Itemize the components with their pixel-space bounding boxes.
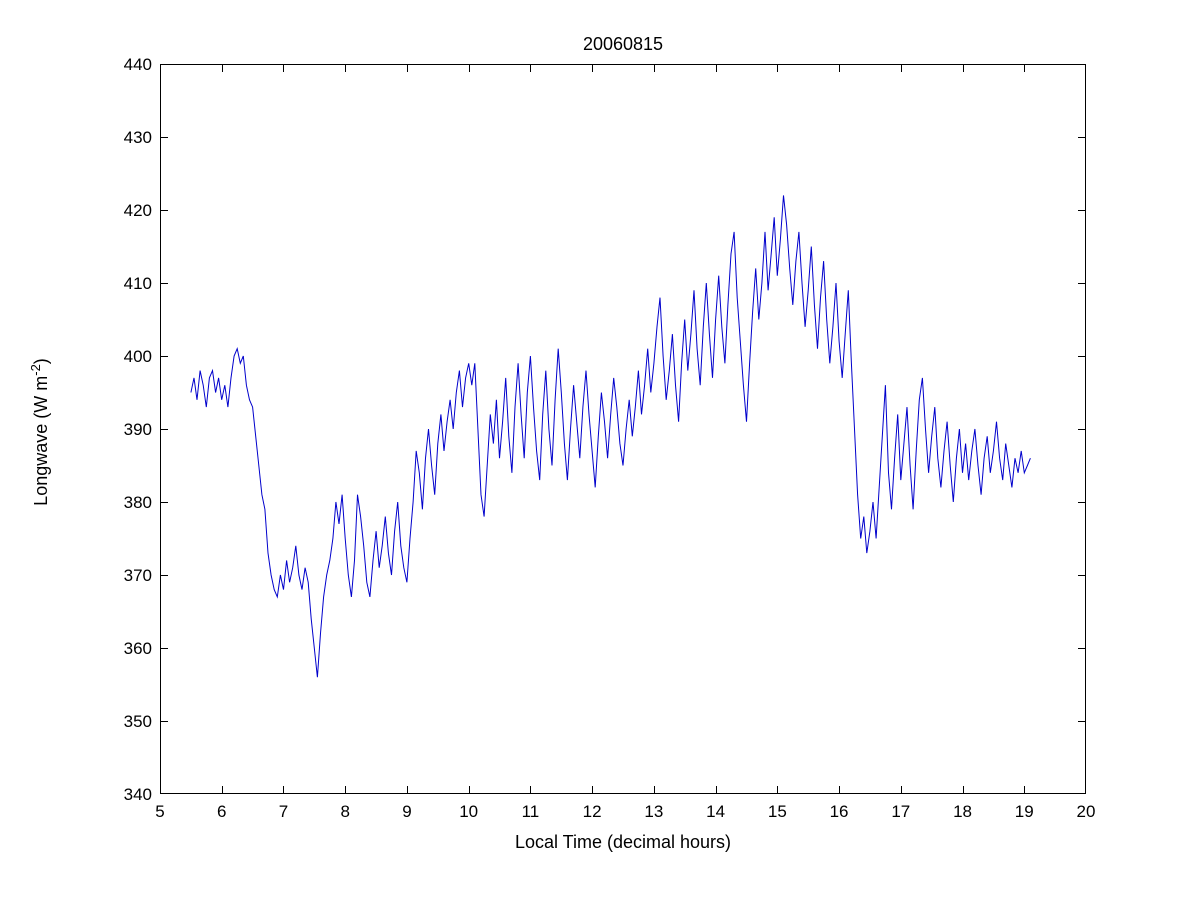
y-axis-label-sup: -2 [28, 364, 43, 376]
plot-area [160, 64, 1086, 794]
x-tick-label: 15 [767, 802, 787, 821]
y-tick-label: 430 [123, 128, 152, 147]
x-axis-label: Local Time (decimal hours) [514, 832, 732, 852]
x-tick-label: 17 [891, 802, 911, 821]
x-tick-label: 18 [953, 802, 972, 821]
x-tick-label: 10 [459, 802, 479, 821]
y-tick-label: 370 [123, 566, 152, 585]
x-tick-label: 8 [340, 802, 350, 821]
y-axis-label: Longwave (W m-2) [28, 112, 52, 752]
y-tick-label: 350 [123, 712, 152, 731]
y-tick-label: 420 [123, 201, 152, 220]
x-tick-label: 5 [155, 802, 165, 821]
x-tick-label: 11 [521, 802, 540, 821]
x-tick-label: 7 [278, 802, 289, 821]
y-tick-label: 410 [123, 274, 152, 293]
data-line [190, 195, 1031, 678]
x-tick-label: 6 [216, 802, 227, 821]
y-axis-label-main: Longwave (W m [31, 375, 51, 506]
y-tick-label: 360 [123, 639, 152, 658]
x-tick-label: 20 [1076, 802, 1096, 821]
chart-title: 20060815 [582, 34, 664, 54]
y-tick-label: 390 [123, 420, 152, 439]
x-tick-label: 16 [829, 802, 849, 821]
x-tick-label: 19 [1014, 802, 1034, 821]
x-tick-label: 12 [582, 802, 602, 821]
x-tick-label: 14 [706, 802, 726, 821]
y-axis-label-close: ) [31, 358, 51, 365]
x-tick-label: 9 [402, 802, 412, 821]
x-tick-label: 13 [644, 802, 664, 821]
axis-box [160, 64, 1086, 794]
plot-canvas [160, 64, 1086, 794]
y-tick-label: 380 [123, 493, 152, 512]
y-tick-label: 400 [123, 347, 152, 366]
y-tick-label: 340 [123, 785, 152, 804]
y-tick-label: 440 [123, 55, 152, 74]
